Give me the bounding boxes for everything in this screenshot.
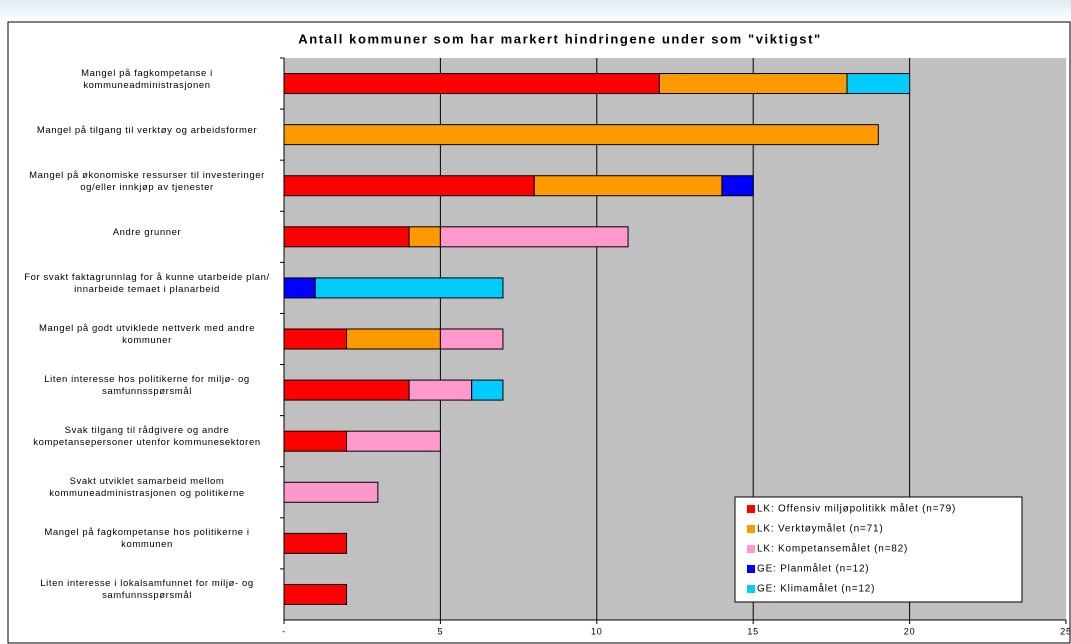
- legend-swatch: [747, 525, 755, 533]
- legend-label: GE: Planmålet (n=12): [757, 563, 869, 575]
- legend-label: LK: Verktøymålet (n=71): [757, 523, 884, 535]
- legend-label: LK: Kompetansemålet (n=82): [757, 543, 908, 555]
- legend-swatch: [747, 565, 755, 573]
- bar-segment: [314, 277, 504, 299]
- x-tick-label: 25: [1060, 626, 1071, 636]
- bar-segment: [346, 328, 441, 350]
- legend-box: [734, 496, 1023, 603]
- legend-label: GE: Klimamålet (n=12): [757, 583, 875, 595]
- bar-segment: [283, 277, 316, 299]
- y-tick-label: Mangel på økonomiske ressurser til inves…: [29, 169, 265, 193]
- bar-segment: [283, 124, 879, 146]
- y-tick-label: For svakt faktagrunnlag for å kunne utar…: [24, 271, 270, 295]
- bar-segment: [283, 532, 348, 554]
- x-tick-label: 15: [747, 626, 759, 636]
- bar-segment: [471, 379, 504, 401]
- bar-segment: [408, 226, 441, 248]
- legend-swatch: [747, 585, 755, 593]
- x-tick-label: 10: [591, 626, 603, 636]
- y-tick-label: Mangel på godt utviklede nettverk med an…: [39, 323, 255, 346]
- bar-segment: [408, 379, 473, 401]
- x-tick-label: 20: [904, 626, 916, 636]
- legend-label: LK: Offensiv miljøpolitikk målet (n=79): [757, 503, 956, 515]
- bar-segment: [283, 328, 348, 350]
- bar-segment: [283, 481, 379, 503]
- bar-segment: [283, 379, 410, 401]
- bar-segment: [283, 583, 348, 605]
- bar-segment: [439, 226, 629, 248]
- bar-segment: [658, 73, 848, 95]
- y-tick-label: Svakt utviklet samarbeid mellom kommunea…: [49, 476, 245, 500]
- chart-title: Antall kommuner som har markert hindring…: [298, 31, 822, 46]
- y-tick-label: Svak tilgang til rådgivere og andre komp…: [33, 425, 261, 449]
- bar-segment: [533, 175, 723, 197]
- bar-segment: [439, 328, 504, 350]
- bar-segment: [846, 73, 911, 95]
- bar-segment: [283, 226, 410, 248]
- bar-segment: [283, 175, 535, 197]
- bar-segment: [346, 430, 441, 452]
- x-tick-label: -: [282, 626, 286, 636]
- y-tick-label: Mangel på tilgang til verktøy og arbeids…: [36, 124, 258, 136]
- y-tick-label: Mangel på fagkompetanse hos politikerne …: [44, 527, 250, 551]
- y-tick-label: Mangel på fagkompetanse i kommuneadminis…: [81, 67, 213, 91]
- y-tick-label: Andre grunner: [112, 226, 182, 238]
- legend-swatch: [747, 505, 755, 513]
- y-tick-label: Liten interesse hos politikerne for milj…: [44, 374, 250, 398]
- legend-swatch: [747, 545, 755, 553]
- bar-segment: [283, 73, 660, 95]
- x-tick-label: 5: [437, 626, 443, 636]
- bar-segment: [721, 175, 754, 197]
- y-tick-label: Liten interesse i lokalsamfunnet for mil…: [40, 578, 254, 602]
- bar-segment: [283, 430, 348, 452]
